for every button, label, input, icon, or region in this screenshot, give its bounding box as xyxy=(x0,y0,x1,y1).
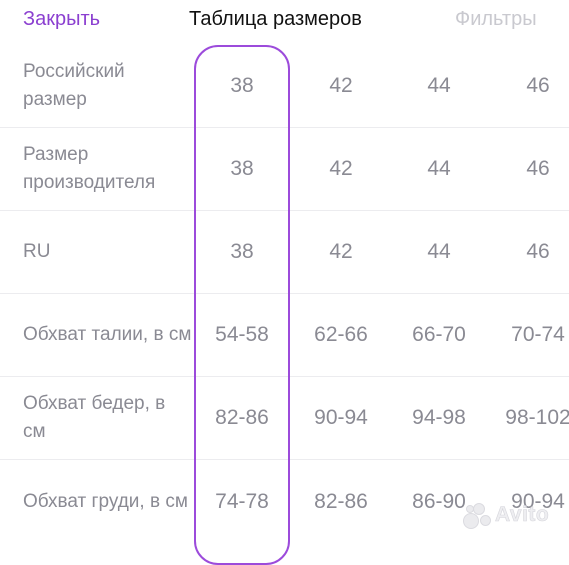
size-cell[interactable]: 44 xyxy=(427,74,451,97)
table-row: Размер производителя 38 42 44 46 xyxy=(0,128,569,211)
size-cell[interactable]: 46 xyxy=(526,74,550,97)
table-row: Обхват груди, в см 74-78 82-86 86-90 90-… xyxy=(0,460,569,543)
filters-button[interactable]: Фильтры xyxy=(455,8,537,30)
size-cell[interactable]: 42 xyxy=(329,74,353,97)
size-cell[interactable]: 82-86 xyxy=(215,406,269,429)
watermark-text: Avito xyxy=(495,503,550,527)
size-cell[interactable]: 70-74 xyxy=(511,323,565,346)
row-label: RU xyxy=(23,241,51,262)
avito-watermark: Avito xyxy=(463,500,549,530)
size-cell[interactable]: 38 xyxy=(230,240,254,263)
size-cell[interactable]: 38 xyxy=(230,74,254,97)
size-cell[interactable]: 86-90 xyxy=(412,489,466,513)
size-cell[interactable]: 38 xyxy=(230,157,254,180)
size-cell[interactable]: 46 xyxy=(526,157,550,180)
row-label: Обхват талии, в см xyxy=(23,324,192,345)
size-cell[interactable]: 90-94 xyxy=(511,489,565,513)
table-row: Обхват бедер, в см 82-86 90-94 94-98 98-… xyxy=(0,377,569,460)
row-label: Обхват груди, в см xyxy=(23,490,188,512)
table-row: Российский размер 38 42 44 46 xyxy=(0,45,569,128)
row-label: Обхват бедер, в см xyxy=(23,393,166,442)
size-cell[interactable]: 42 xyxy=(329,157,353,180)
size-cell[interactable]: 90-94 xyxy=(314,406,368,429)
size-cell[interactable]: 98-102 xyxy=(505,406,569,429)
size-cell[interactable]: 54-58 xyxy=(215,323,269,346)
size-cell[interactable]: 46 xyxy=(526,240,550,263)
row-label: Размер производителя xyxy=(23,144,156,193)
size-cell[interactable]: 66-70 xyxy=(412,323,466,346)
size-cell[interactable]: 42 xyxy=(329,240,353,263)
table-row: RU 38 42 44 46 xyxy=(0,211,569,294)
top-bar: Закрыть Таблица размеров Фильтры xyxy=(0,0,569,42)
size-cell[interactable]: 74-78 xyxy=(215,489,269,513)
row-label: Российский размер xyxy=(23,61,125,110)
close-button[interactable]: Закрыть xyxy=(23,8,101,30)
size-cell[interactable]: 94-98 xyxy=(412,406,466,429)
avito-logo-icon xyxy=(463,501,491,529)
table-row: Обхват талии, в см 54-58 62-66 66-70 70-… xyxy=(0,294,569,377)
size-cell[interactable]: 82-86 xyxy=(314,489,368,513)
size-cell[interactable]: 44 xyxy=(427,157,451,180)
size-cell[interactable]: 44 xyxy=(427,240,451,263)
size-cell[interactable]: 62-66 xyxy=(314,323,368,346)
page-title: Таблица размеров xyxy=(189,8,362,30)
